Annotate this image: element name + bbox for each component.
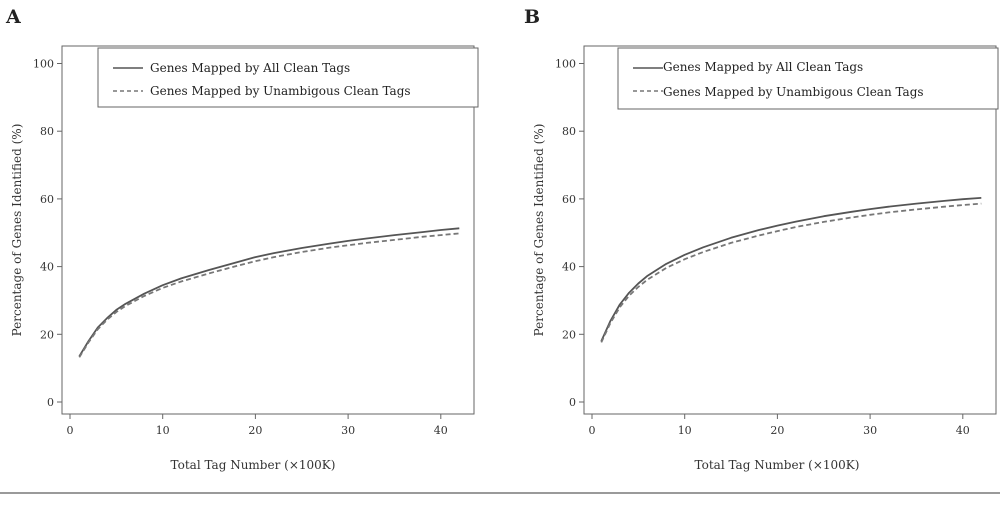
legend: Genes Mapped by All Clean Tags Genes Map… xyxy=(97,47,479,108)
y-tick-label: 60 xyxy=(40,193,54,206)
series-line-all xyxy=(600,197,982,342)
series-line-all xyxy=(78,227,460,357)
panel-label-a: A xyxy=(6,6,21,28)
legend-box xyxy=(617,47,999,110)
plot-frame xyxy=(61,45,475,415)
x-tick-label: 0 xyxy=(67,424,74,437)
legend-box xyxy=(97,47,479,108)
x-tick-label: 10 xyxy=(156,424,170,437)
panel-label-b: B xyxy=(524,6,541,28)
x-tick-label: 40 xyxy=(434,424,448,437)
series-line-unambiguous xyxy=(78,232,460,358)
x-axis-title: Total Tag Number (×100K) xyxy=(171,458,336,472)
y-tick-label: 60 xyxy=(562,193,576,206)
x-tick-label: 0 xyxy=(589,424,596,437)
chart-a: 0 10 20 30 40 0 20 40 60 80 100 Genes Mapped by Al… xyxy=(10,45,479,472)
chart-b: 0 10 20 30 40 0 20 40 60 80 100 Genes Mapped by Al… xyxy=(532,45,999,472)
y-tick-label: 100 xyxy=(33,58,54,71)
legend-label-dashed: Genes Mapped by Unambigous Clean Tags xyxy=(663,85,924,99)
y-axis-title: Percentage of Genes Identified (%) xyxy=(532,124,546,337)
y-tick-label: 100 xyxy=(555,58,576,71)
x-tick-label: 20 xyxy=(770,424,784,437)
series-line-unambiguous xyxy=(600,202,982,343)
x-tick-label: 30 xyxy=(863,424,877,437)
y-axis-title: Percentage of Genes Identified (%) xyxy=(10,124,24,337)
legend-label-solid: Genes Mapped by All Clean Tags xyxy=(150,61,350,75)
legend-label-solid: Genes Mapped by All Clean Tags xyxy=(663,60,863,74)
y-tick-label: 0 xyxy=(47,396,54,409)
y-tick-label: 80 xyxy=(40,125,54,138)
plot-frame xyxy=(583,45,997,415)
x-tick-label: 20 xyxy=(248,424,262,437)
y-tick-label: 40 xyxy=(562,261,576,274)
x-axis-title: Total Tag Number (×100K) xyxy=(695,458,860,472)
x-tick-label: 10 xyxy=(678,424,692,437)
legend: Genes Mapped by All Clean Tags Genes Map… xyxy=(617,47,999,110)
x-tick-label: 40 xyxy=(956,424,970,437)
y-tick-label: 20 xyxy=(40,328,54,341)
y-tick-label: 40 xyxy=(40,261,54,274)
y-tick-label: 0 xyxy=(569,396,576,409)
legend-label-dashed: Genes Mapped by Unambigous Clean Tags xyxy=(150,84,411,98)
x-tick-label: 30 xyxy=(341,424,355,437)
y-tick-label: 80 xyxy=(562,125,576,138)
y-tick-label: 20 xyxy=(562,328,576,341)
bottom-divider xyxy=(0,492,1000,494)
